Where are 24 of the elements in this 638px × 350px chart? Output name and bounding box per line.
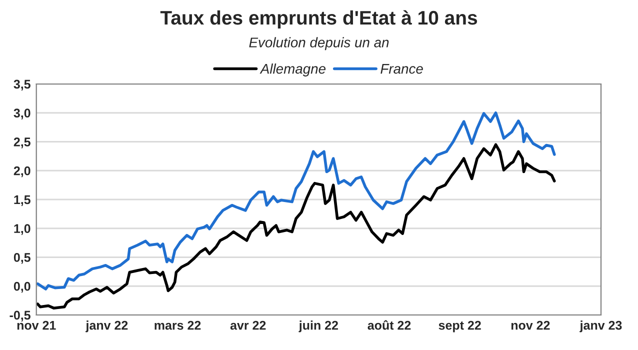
x-tick-label: nov 21: [17, 320, 56, 330]
y-tick-label: 3,5: [14, 80, 30, 90]
y-tick-label: 0,0: [14, 282, 30, 293]
chart-subtitle: Evolution depuis un an: [249, 37, 389, 50]
x-tick-label: janv 23: [580, 320, 622, 332]
y-tick-label: 0,5: [14, 253, 30, 264]
chart-title: Taux des emprunts d'Etat à 10 ans: [160, 10, 478, 29]
line-series: [36, 143, 556, 310]
x-tick-label: juin 22: [298, 320, 338, 332]
x-tick-label: août 22: [368, 320, 411, 330]
x-tick-label: nov 22: [511, 320, 550, 330]
legend-label: Allemagne: [260, 64, 326, 76]
y-tick-label: 1,0: [14, 224, 30, 235]
x-tick-label: avr 22: [230, 320, 266, 330]
y-tick-label: 2,0: [14, 166, 30, 178]
y-tick-label: -0,5: [10, 310, 30, 322]
legend-label: France: [380, 64, 423, 74]
y-tick-label: 1,5: [14, 195, 30, 206]
x-tick-label: mars 22: [154, 320, 201, 330]
y-tick-label: 2,5: [14, 138, 30, 148]
x-tick-label: sept 22: [438, 320, 481, 332]
x-tick-label: janv 22: [86, 320, 128, 332]
line-series: [36, 111, 556, 290]
y-tick-label: 3,0: [14, 108, 30, 120]
